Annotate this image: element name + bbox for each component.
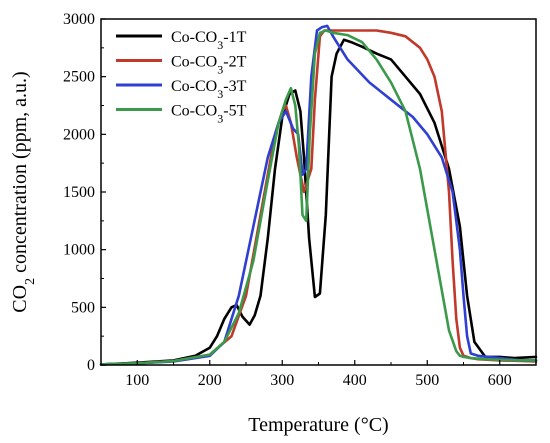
series-group (99, 24, 538, 366)
y-tick-label: 1000 (63, 242, 95, 259)
legend-label-sub: 3 (217, 112, 223, 126)
legend-label-sub: 3 (217, 63, 223, 77)
x-tick-label: 600 (488, 372, 512, 389)
y-axis-title-sub: 2 (23, 278, 38, 285)
y-tick-label: 2000 (63, 126, 95, 143)
legend-label-1: Co-CO3-1T (171, 29, 247, 52)
y-tick-label: 3000 (63, 11, 95, 28)
legend-label-pre: Co-CO (171, 103, 217, 120)
series-line-1 (99, 38, 538, 366)
x-tick-label: 400 (343, 372, 367, 389)
series-line-4 (99, 29, 538, 366)
series-line-3 (99, 24, 538, 366)
legend-label-post: -2T (223, 54, 246, 71)
legend-label-sub: 3 (217, 87, 223, 101)
x-tick-label: 300 (270, 372, 294, 389)
legend-label-2: Co-CO3-2T (171, 54, 247, 77)
legend-label-post: -5T (223, 103, 246, 120)
y-tick-label: 0 (87, 357, 95, 374)
x-tick-label: 500 (415, 372, 439, 389)
legend-label-pre: Co-CO (171, 54, 217, 71)
legend-label-3: Co-CO3-3T (171, 78, 247, 101)
y-tick-label: 500 (71, 299, 95, 316)
x-tick-label: 200 (198, 372, 222, 389)
y-tick-label: 1500 (63, 184, 95, 201)
y-axis-title-post: concentration (ppm, a.u.) (9, 71, 31, 278)
x-axis-title: Temperature (°C) (248, 414, 388, 436)
legend-label-pre: Co-CO (171, 78, 217, 95)
legend-label-post: -1T (223, 29, 246, 46)
x-axis-ticks: 100 200 300 400 500 600 (100, 360, 537, 389)
y-axis-title-pre: CO (9, 285, 31, 313)
y-axis-title: CO2 concentration (ppm, a.u.) (9, 71, 38, 312)
y-tick-label: 2500 (63, 69, 95, 86)
y-axis-ticks: 0 500 1000 1500 2000 2500 3000 (63, 11, 106, 374)
legend-label-post: -3T (223, 78, 246, 95)
legend-label-4: Co-CO3-5T (171, 103, 247, 126)
legend-label-pre: Co-CO (171, 29, 217, 46)
x-tick-label: 100 (125, 372, 149, 389)
legend-label-sub: 3 (217, 38, 223, 52)
